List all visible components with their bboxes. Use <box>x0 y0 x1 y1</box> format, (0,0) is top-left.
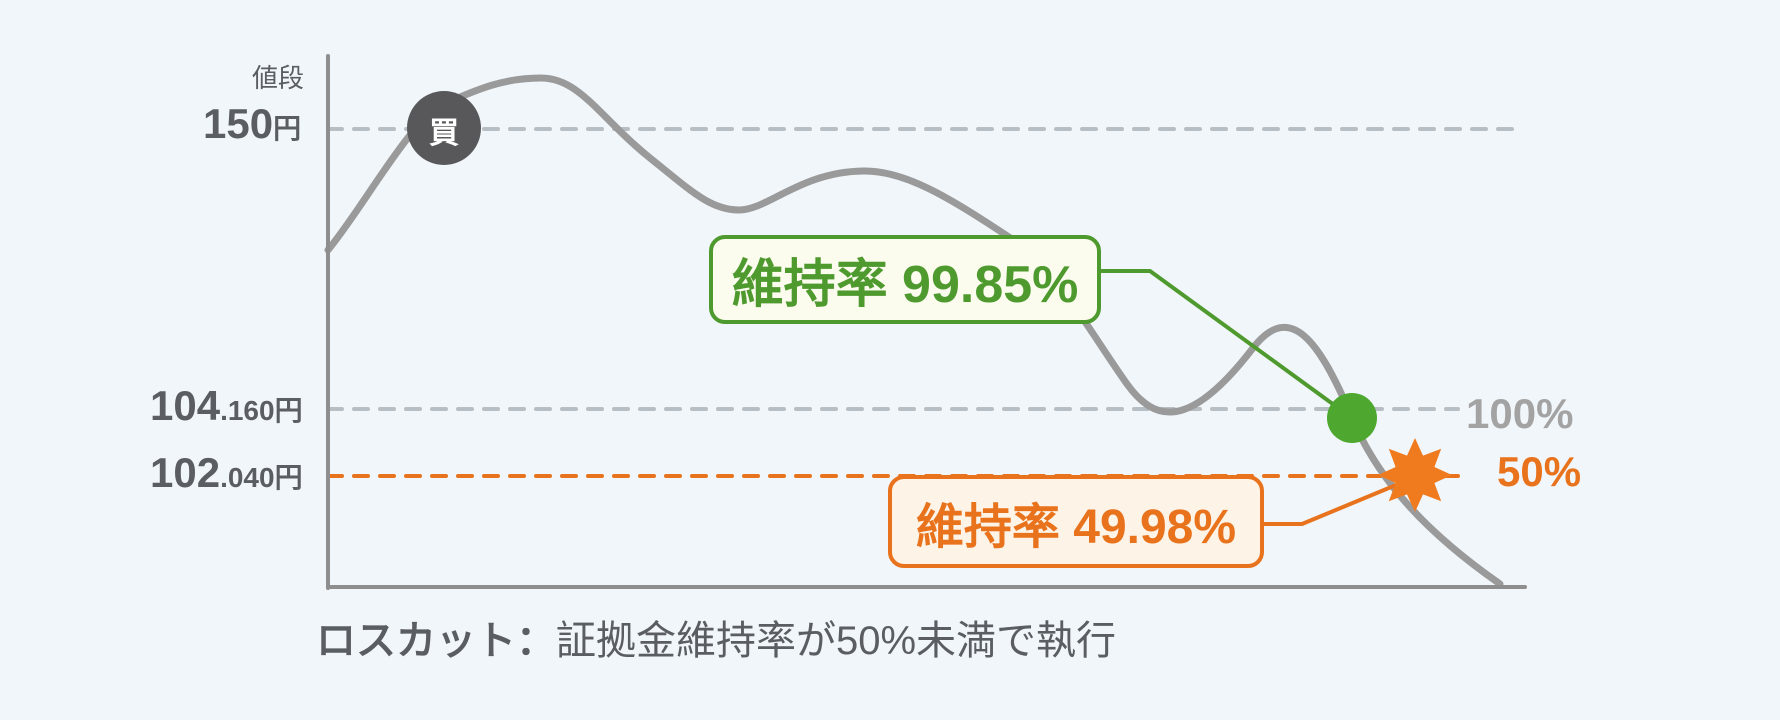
svg-text:買: 買 <box>429 117 459 150</box>
